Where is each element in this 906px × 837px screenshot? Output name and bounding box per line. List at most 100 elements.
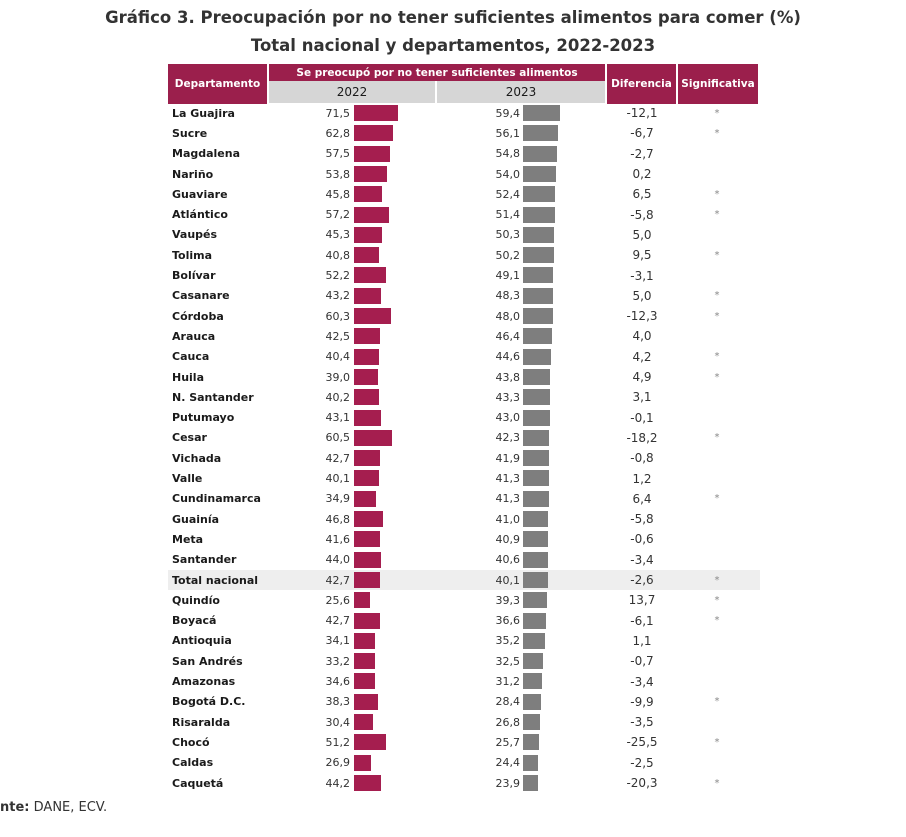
bar-2022 <box>354 267 387 284</box>
value-2022: 45,8 <box>325 187 351 201</box>
bar-2022 <box>354 186 383 203</box>
dept-name: Santander <box>172 553 237 567</box>
diferencia-value: -2,7 <box>630 146 654 161</box>
table-row: Antioquia 34,1 35,2 1,1 <box>168 631 760 651</box>
value-2022: 40,4 <box>325 350 351 364</box>
table-row: Total nacional 42,7 40,1 -2,6 * <box>168 569 760 591</box>
chart-subtitle: Total nacional y departamentos, 2022-202… <box>250 36 656 55</box>
value-2023: 25,7 <box>495 735 521 749</box>
dept-name: La Guajira <box>172 106 235 120</box>
bar-2023 <box>523 754 539 771</box>
significativa-mark: * <box>714 127 720 139</box>
bar-2023 <box>523 247 555 264</box>
value-2023: 50,2 <box>495 248 521 262</box>
dept-name: N. Santander <box>172 390 254 404</box>
diferencia-value: -0,1 <box>630 410 654 425</box>
diferencia-value: 4,9 <box>632 370 652 385</box>
bar-2022 <box>354 409 381 426</box>
significativa-mark: * <box>714 290 720 302</box>
table-header: Departamento Se preocupó por no tener su… <box>168 64 760 104</box>
diferencia-value: 5,0 <box>632 227 652 242</box>
bar-2022 <box>354 308 392 324</box>
bar-2022 <box>354 125 393 142</box>
significativa-mark <box>678 529 756 549</box>
value-2022: 42,7 <box>325 451 351 465</box>
bar-2022 <box>354 632 376 649</box>
diferencia-value: -9,9 <box>630 694 654 709</box>
value-2022: 57,5 <box>325 147 351 161</box>
bar-2023 <box>523 287 553 304</box>
dept-name: Magdalena <box>172 147 241 161</box>
table-row: Caquetá 44,2 23,9 -20,3 * <box>168 773 760 793</box>
diferencia-value: 4,0 <box>632 329 652 344</box>
dept-name: Boyacá <box>172 614 217 628</box>
table-row: Guaviare 45,8 52,4 6,5 * <box>168 184 760 204</box>
header-diferencia: Diferencia <box>607 64 676 104</box>
value-2022: 40,2 <box>325 390 351 404</box>
value-2023: 41,0 <box>495 512 521 526</box>
diferencia-value: 3,1 <box>632 390 652 405</box>
dept-name: Atlántico <box>172 208 228 222</box>
dept-name: Sucre <box>172 126 208 140</box>
value-2023: 32,5 <box>495 654 521 668</box>
table-row: Atlántico 57,2 51,4 -5,8 * <box>168 205 760 225</box>
value-2023: 23,9 <box>495 776 521 790</box>
diferencia-value: 1,1 <box>632 633 652 648</box>
bar-2022 <box>354 714 373 730</box>
dept-name: Vichada <box>172 451 222 465</box>
bar-2022 <box>354 774 382 791</box>
diferencia-value: 5,0 <box>632 288 652 303</box>
table-row: Risaralda 30,4 26,8 -3,5 <box>168 712 760 732</box>
bar-2022 <box>354 247 380 264</box>
table-row: Vaupés 45,3 50,3 5,0 <box>168 225 760 245</box>
table-row: Valle 40,1 41,3 1,2 <box>168 468 760 488</box>
dept-name: Huila <box>172 370 205 384</box>
value-2022: 30,4 <box>325 715 351 729</box>
value-2022: 42,7 <box>325 573 351 587</box>
bar-2023 <box>523 145 557 162</box>
diferencia-value: -2,6 <box>630 573 654 588</box>
significativa-mark <box>678 651 756 671</box>
dept-name: Putumayo <box>172 411 235 425</box>
value-2022: 39,0 <box>325 370 351 384</box>
bar-2023 <box>523 612 546 629</box>
dept-name: Quindío <box>172 593 220 607</box>
significativa-mark <box>678 144 756 164</box>
value-2022: 34,9 <box>325 492 351 506</box>
table-row: Huila 39,0 43,8 4,9 * <box>168 367 760 387</box>
value-2022: 25,6 <box>325 593 351 607</box>
value-2023: 35,2 <box>495 634 521 648</box>
table-row: Vichada 42,7 41,9 -0,8 <box>168 448 760 468</box>
bar-2023 <box>523 348 551 365</box>
value-2023: 43,3 <box>495 390 521 404</box>
table-row: Amazonas 34,6 31,2 -3,4 <box>168 671 760 691</box>
diferencia-value: 13,7 <box>628 593 656 608</box>
bar-2023 <box>523 511 549 527</box>
value-2022: 43,1 <box>325 411 351 425</box>
bar-2022 <box>354 592 370 609</box>
value-2022: 40,8 <box>325 248 351 262</box>
bar-2023 <box>523 226 555 243</box>
bar-2023 <box>523 165 557 182</box>
bar-2023 <box>523 734 539 751</box>
value-2022: 52,2 <box>325 269 351 283</box>
bar-2023 <box>523 490 549 507</box>
bar-2022 <box>354 673 376 690</box>
significativa-mark: * <box>714 107 720 119</box>
bar-2023 <box>523 409 550 426</box>
bar-2023 <box>523 389 550 406</box>
table-row: Cauca 40,4 44,6 4,2 * <box>168 347 760 367</box>
diferencia-value: 4,2 <box>632 349 652 364</box>
bar-2023 <box>523 714 540 730</box>
dept-name: Arauca <box>172 329 216 343</box>
significativa-mark: * <box>714 493 720 505</box>
bar-2023 <box>523 450 549 467</box>
significativa-mark: * <box>714 696 720 708</box>
value-2022: 53,8 <box>325 167 351 181</box>
diferencia-value: 6,4 <box>632 491 652 506</box>
bar-2022 <box>354 105 399 121</box>
significativa-mark: * <box>714 594 720 606</box>
table-row: Bogotá D.C. 38,3 28,4 -9,9 * <box>168 692 760 712</box>
dept-name: San Andrés <box>172 654 243 668</box>
bar-2023 <box>523 693 541 710</box>
